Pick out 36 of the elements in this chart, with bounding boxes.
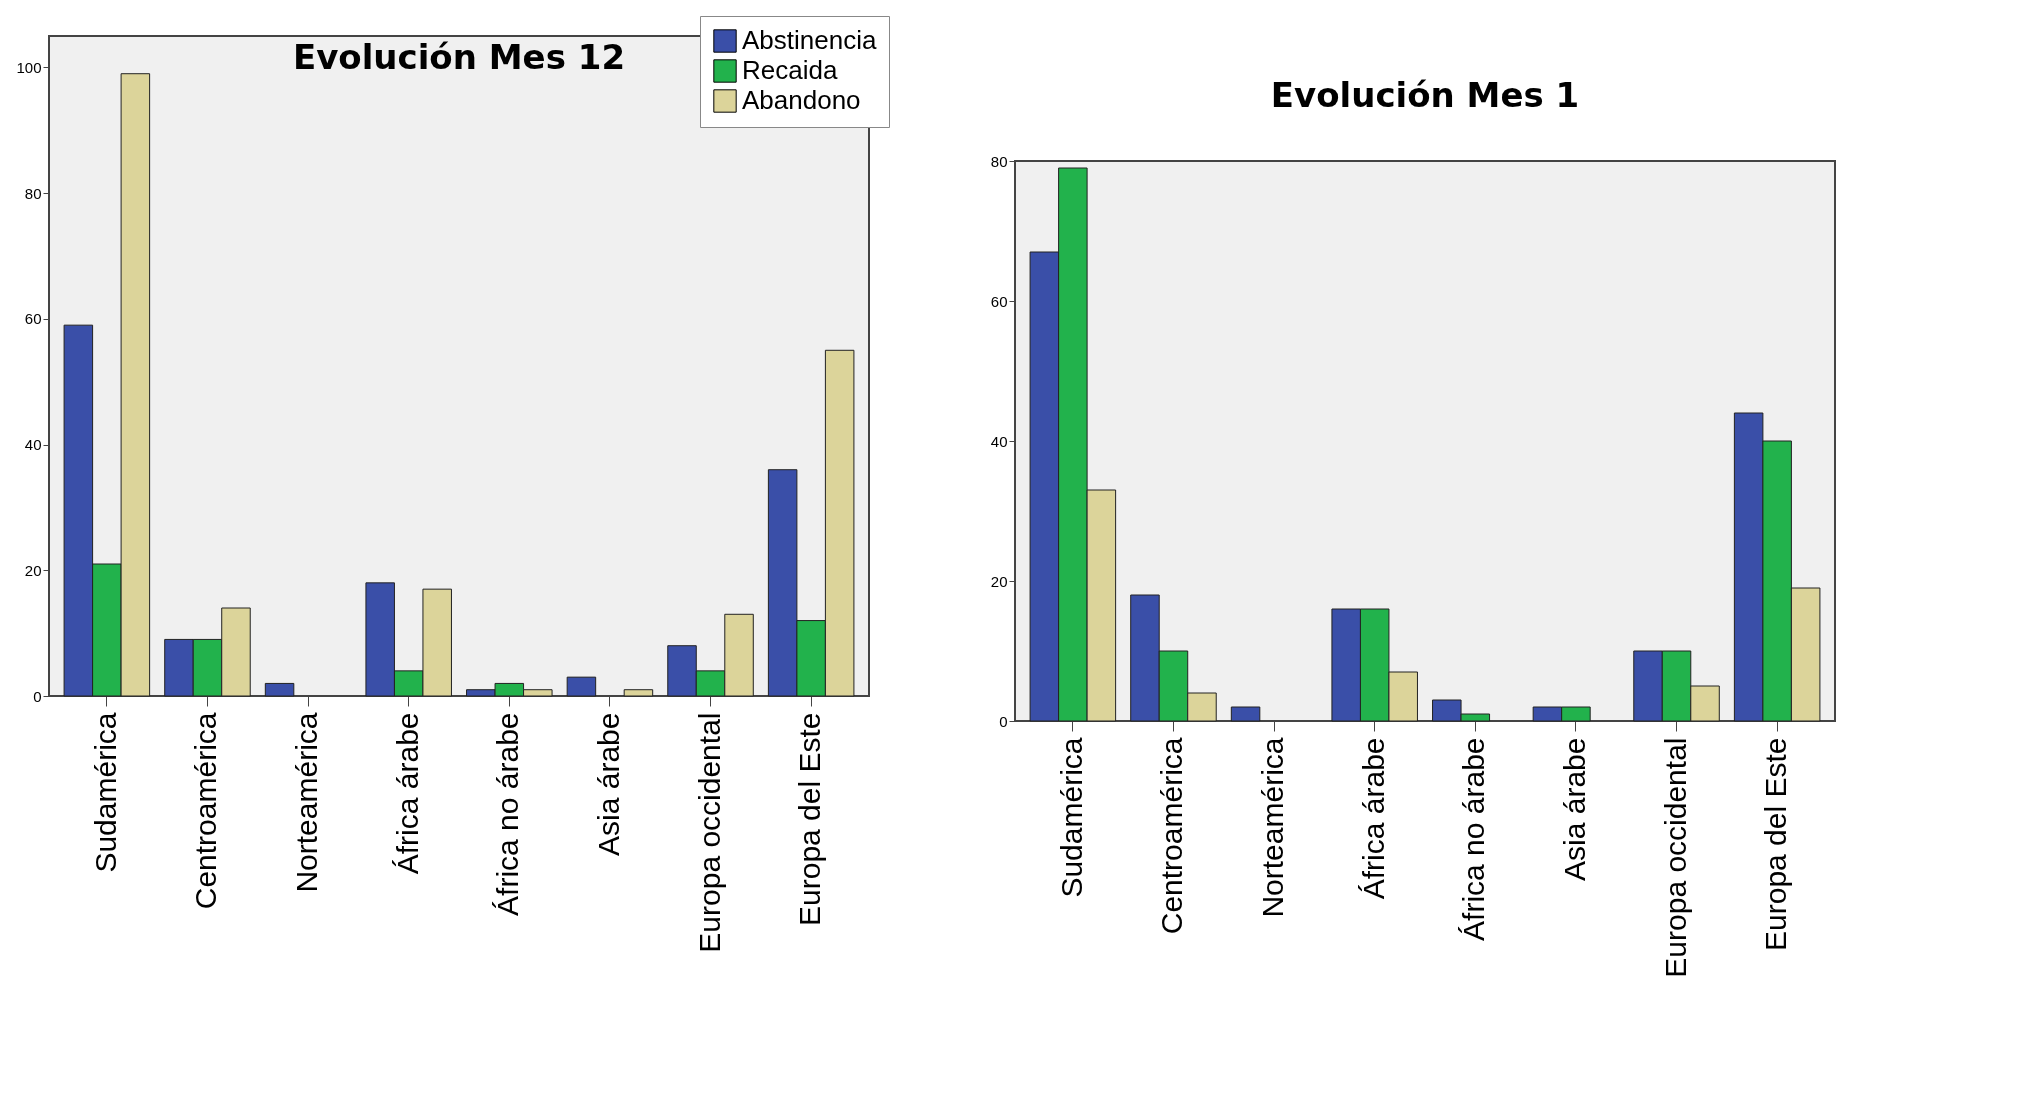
bar	[1230, 706, 1261, 722]
x-tick-label: Asia árabe	[1557, 737, 1591, 881]
x-tick-label: Europa occidental	[692, 712, 726, 953]
legend-label: Abandono	[742, 85, 861, 115]
y-tick-label: 40	[24, 436, 42, 454]
bar	[566, 676, 597, 697]
y-tick-label: 0	[33, 687, 42, 705]
x-tick-label: Norteamérica	[1256, 737, 1290, 918]
legend-label: Abstinencia	[742, 25, 877, 55]
y-tick-label: 20	[990, 572, 1008, 590]
x-tick-label: Sudamérica	[88, 712, 122, 873]
x-tick-label: África árabe	[1356, 737, 1390, 900]
y-tick-label: 40	[990, 432, 1008, 450]
y-tick-label: 80	[24, 184, 42, 202]
bar	[623, 689, 654, 697]
y-tick-label: 80	[990, 152, 1008, 170]
x-tick-label: África no árabe	[1457, 737, 1491, 941]
x-tick-label: Europa occidental	[1658, 737, 1692, 978]
y-tick-label: 60	[990, 292, 1008, 310]
x-tick-label: Centroamérica	[189, 712, 223, 910]
legend-label: Recaida	[742, 55, 838, 85]
x-tick-label: África no árabe	[491, 712, 525, 916]
x-tick-label: Sudamérica	[1054, 737, 1088, 898]
y-tick-label: 100	[16, 58, 42, 76]
x-tick-label: Norteamérica	[290, 712, 324, 893]
bar	[264, 682, 295, 697]
y-tick-label: 0	[999, 712, 1008, 730]
y-tick-label: 20	[24, 561, 42, 579]
y-tick-label: 60	[24, 310, 42, 328]
x-tick-label: Centroamérica	[1155, 737, 1189, 935]
chart-title: Evolución Mes 12	[292, 36, 626, 77]
x-tick-label: Asia árabe	[591, 712, 625, 856]
chart-title: Evolución Mes 1	[1270, 75, 1580, 115]
x-tick-label: Europa del Este	[1759, 737, 1793, 951]
x-tick-label: África árabe	[390, 712, 424, 875]
x-tick-label: Europa del Este	[793, 712, 827, 926]
